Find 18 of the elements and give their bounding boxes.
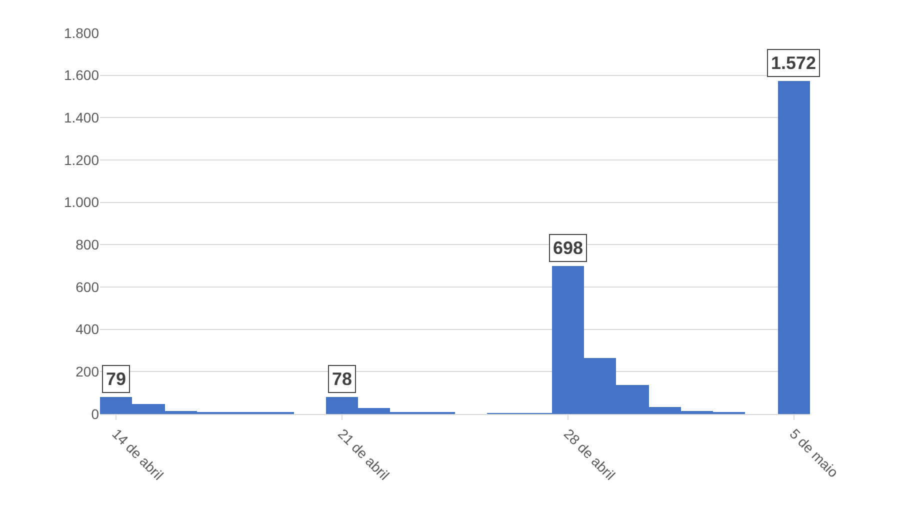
y-tick-label: 0	[91, 406, 100, 422]
y-tick-label: 200	[76, 364, 100, 380]
data-label: 78	[332, 369, 352, 389]
data-label: 79	[106, 369, 126, 389]
x-tick-label: 28 de abril	[560, 426, 618, 484]
y-tick-label: 1.600	[64, 67, 100, 84]
bar	[778, 81, 810, 414]
y-tick-label: 1.200	[64, 152, 100, 168]
y-tick-label: 800	[76, 236, 100, 253]
data-label: 1.572	[771, 53, 816, 73]
y-tick-label: 400	[76, 321, 100, 338]
y-tick-label: 1.000	[64, 194, 100, 210]
y-tick-label: 600	[76, 278, 100, 295]
x-tick-label: 14 de abril	[109, 426, 167, 484]
data-label: 698	[553, 238, 584, 258]
y-tick-label: 1.400	[64, 110, 100, 126]
y-tick-label: 1.800	[64, 24, 100, 41]
x-tick-label: 21 de abril	[334, 426, 393, 484]
